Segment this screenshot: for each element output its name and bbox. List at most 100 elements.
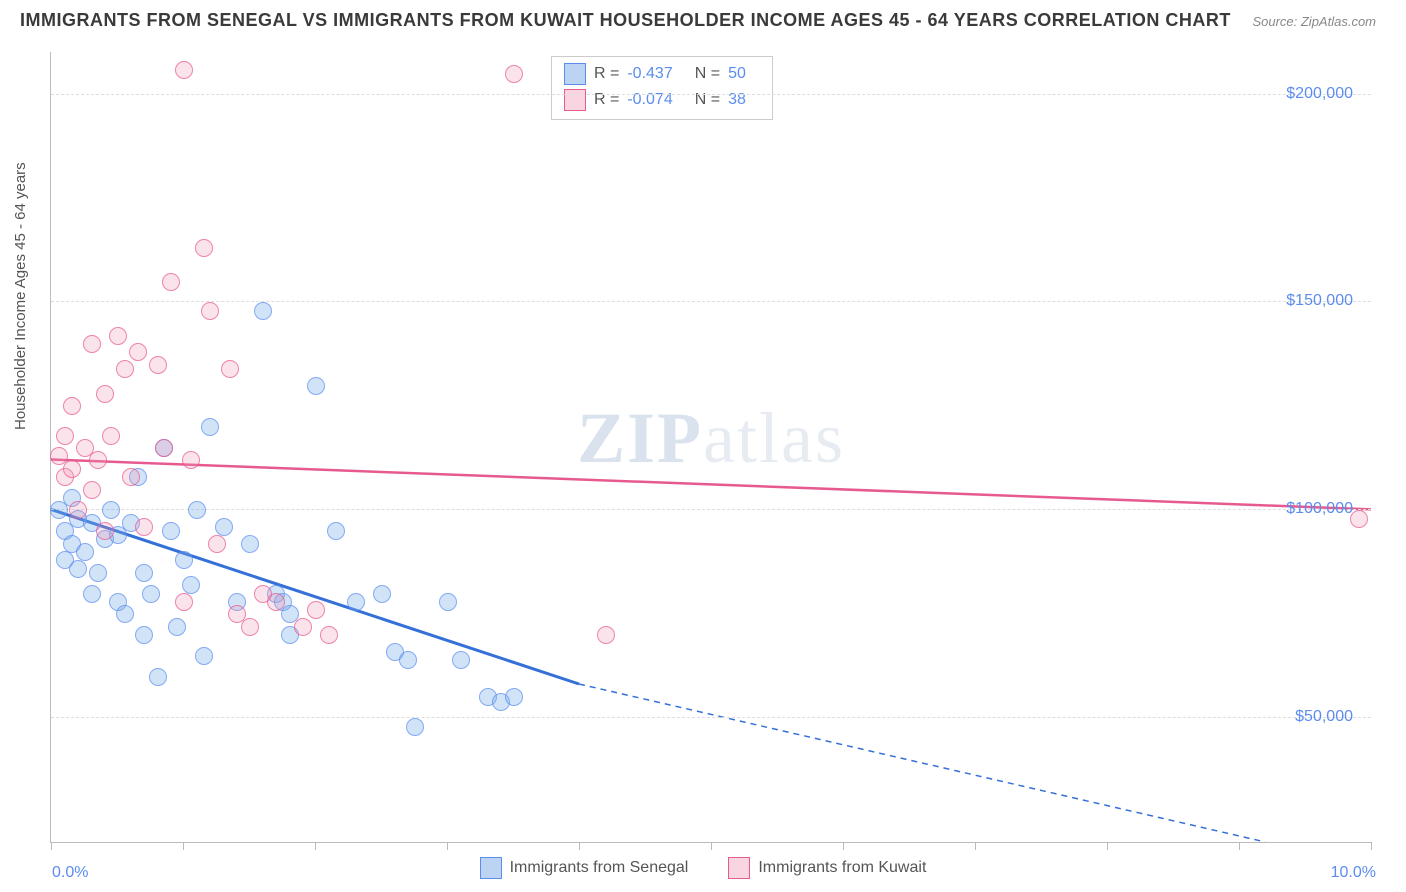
chart-title: IMMIGRANTS FROM SENEGAL VS IMMIGRANTS FR… [20,10,1231,31]
x-tick-max: 10.0% [1331,864,1376,882]
data-point [254,302,272,320]
data-point [201,418,219,436]
data-point [63,397,81,415]
data-point [195,239,213,257]
data-point [505,65,523,83]
data-point [439,593,457,611]
data-point [83,481,101,499]
y-tick-label: $100,000 [1286,500,1353,518]
x-tick-min: 0.0% [52,864,88,882]
x-tick [1371,842,1372,850]
x-tick [183,842,184,850]
r-value: -0.074 [627,87,672,113]
x-tick [711,842,712,850]
data-point [201,302,219,320]
data-point [373,585,391,603]
data-point [76,543,94,561]
y-tick-label: $150,000 [1286,292,1353,310]
x-tick [1239,842,1240,850]
data-point [96,522,114,540]
n-value: 38 [728,87,746,113]
legend-label: Immigrants from Senegal [510,859,689,877]
data-point [89,564,107,582]
data-point [399,651,417,669]
data-point [182,576,200,594]
data-point [195,647,213,665]
data-point [452,651,470,669]
data-point [320,626,338,644]
correlation-legend: R = -0.437 N = 50R = -0.074 N = 38 [551,56,773,120]
data-point [149,668,167,686]
trend-lines [51,52,1371,842]
data-point [307,601,325,619]
data-point [182,451,200,469]
data-point [162,273,180,291]
data-point [267,593,285,611]
data-point [69,560,87,578]
n-label: N = [695,61,720,87]
data-point [406,718,424,736]
data-point [63,460,81,478]
data-point [188,501,206,519]
data-point [56,427,74,445]
x-tick [843,842,844,850]
data-point [241,618,259,636]
legend-item: Immigrants from Senegal [480,857,689,879]
legend-swatch [564,63,586,85]
data-point [122,468,140,486]
data-point [83,585,101,603]
x-tick [51,842,52,850]
r-label: R = [594,61,619,87]
r-value: -0.437 [627,61,672,87]
x-tick [579,842,580,850]
data-point [241,535,259,553]
n-value: 50 [728,61,746,87]
gridline [51,509,1371,510]
n-label: N = [695,87,720,113]
data-point [175,551,193,569]
gridline [51,301,1371,302]
data-point [129,343,147,361]
data-point [347,593,365,611]
data-point [215,518,233,536]
x-tick [975,842,976,850]
data-point [102,501,120,519]
data-point [135,518,153,536]
data-point [135,626,153,644]
x-tick [315,842,316,850]
data-point [116,605,134,623]
data-point [69,501,87,519]
data-point [102,427,120,445]
legend-item: Immigrants from Kuwait [728,857,926,879]
data-point [1350,510,1368,528]
data-point [175,61,193,79]
data-point [505,688,523,706]
data-point [142,585,160,603]
legend-swatch [728,857,750,879]
data-point [327,522,345,540]
data-point [168,618,186,636]
legend-swatch [480,857,502,879]
gridline [51,717,1371,718]
watermark: ZIPatlas [577,397,845,480]
source-label: Source: ZipAtlas.com [1252,14,1376,29]
y-tick-label: $50,000 [1295,708,1353,726]
data-point [109,327,127,345]
data-point [221,360,239,378]
x-tick [447,842,448,850]
legend-row: R = -0.437 N = 50 [564,61,760,87]
data-point [149,356,167,374]
series-legend: Immigrants from Senegal Immigrants from K… [0,857,1406,884]
legend-row: R =-0.074N =38 [564,87,760,113]
data-point [116,360,134,378]
y-tick-label: $200,000 [1286,85,1353,103]
legend-label: Immigrants from Kuwait [758,859,926,877]
x-tick [1107,842,1108,850]
scatter-plot: ZIPatlas R = -0.437 N = 50R = -0.074 N = 38 $5… [50,52,1371,843]
data-point [89,451,107,469]
data-point [208,535,226,553]
data-point [294,618,312,636]
data-point [597,626,615,644]
data-point [162,522,180,540]
data-point [307,377,325,395]
